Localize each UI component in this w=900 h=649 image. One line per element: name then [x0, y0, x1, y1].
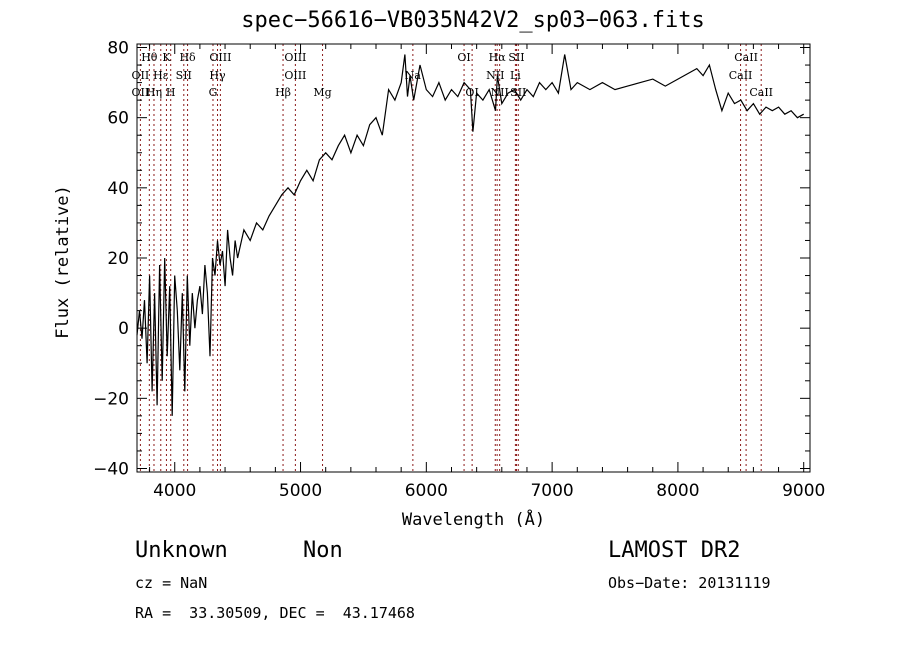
x-tick-label-9000: 9000 — [782, 481, 825, 501]
line-label-top-0: Hθ — [141, 51, 158, 64]
y-axis-label: Flux (relative) — [53, 185, 73, 339]
line-label-top-6: Hα — [489, 51, 507, 64]
spectral-line-markers — [139, 44, 762, 472]
line-label-bottom-6: OI — [465, 86, 478, 99]
line-label-middle-1: Hε — [153, 69, 169, 82]
survey-label: LAMOST DR2 — [608, 538, 741, 563]
line-label-bottom-3: G — [209, 86, 218, 99]
x-tick-label-5000: 5000 — [279, 481, 322, 501]
line-label-bottom-4: Hβ — [275, 86, 291, 99]
line-label-top-7: SII — [508, 51, 524, 64]
y-tick-label-5: 60 — [107, 109, 129, 129]
line-label-top-1: K — [162, 51, 171, 64]
line-label-top-4: OIII — [284, 51, 306, 64]
line-label-top-5: OI — [457, 51, 470, 64]
x-tick-label-4000: 4000 — [153, 481, 196, 501]
object-subclass: Non — [303, 538, 343, 563]
y-tick-label-2: 0 — [118, 319, 129, 339]
line-label-middle-8: CaII — [729, 69, 753, 82]
line-label-middle-0: OII — [132, 69, 150, 82]
line-label-top-3: OIII — [209, 51, 231, 64]
line-label-bottom-5: Mg — [313, 86, 331, 99]
redshift-text: cz = NaN — [135, 574, 208, 592]
line-label-bottom-9: CaII — [749, 86, 773, 99]
line-label-middle-2: SII — [176, 69, 192, 82]
object-class: Unknown — [135, 538, 228, 563]
x-tick-label-6000: 6000 — [405, 481, 448, 501]
line-label-bottom-0: OII — [132, 86, 150, 99]
y-tick-label-0: −40 — [93, 459, 129, 479]
axis-ticks: 4000 5000 6000 7000 8000 9000 −40 −20 0 20 40 60 80 — [93, 39, 825, 501]
y-tick-label-3: 20 — [107, 249, 129, 269]
x-tick-label-8000: 8000 — [656, 481, 699, 501]
line-label-top-2: Hδ — [179, 51, 196, 64]
line-label-middle-4: OIII — [284, 69, 306, 82]
line-label-top-8: CaII — [734, 51, 758, 64]
flux-line — [136, 54, 804, 416]
coordinates-text: RA = 33.30509, DEC = 43.17468 — [135, 604, 415, 622]
obs-date: Obs−Date: 20131119 — [608, 574, 771, 592]
line-label-bottom-2: H — [166, 86, 176, 99]
y-tick-label-4: 40 — [107, 179, 129, 199]
line-label-bottom-1: Hη — [146, 86, 162, 99]
line-label-middle-7: Li — [510, 69, 521, 82]
line-label-middle-6: NII — [486, 69, 504, 82]
line-label-middle-3: Hγ — [209, 69, 226, 82]
x-tick-label-7000: 7000 — [530, 481, 573, 501]
x-axis-label: Wavelength (Å) — [401, 510, 546, 530]
y-tick-label-1: −20 — [93, 389, 129, 409]
flux-series — [136, 54, 804, 416]
plot-title: spec−56616−VB035N42V2_sp03−063.fits — [241, 8, 705, 33]
y-tick-label-6: 80 — [107, 39, 129, 59]
